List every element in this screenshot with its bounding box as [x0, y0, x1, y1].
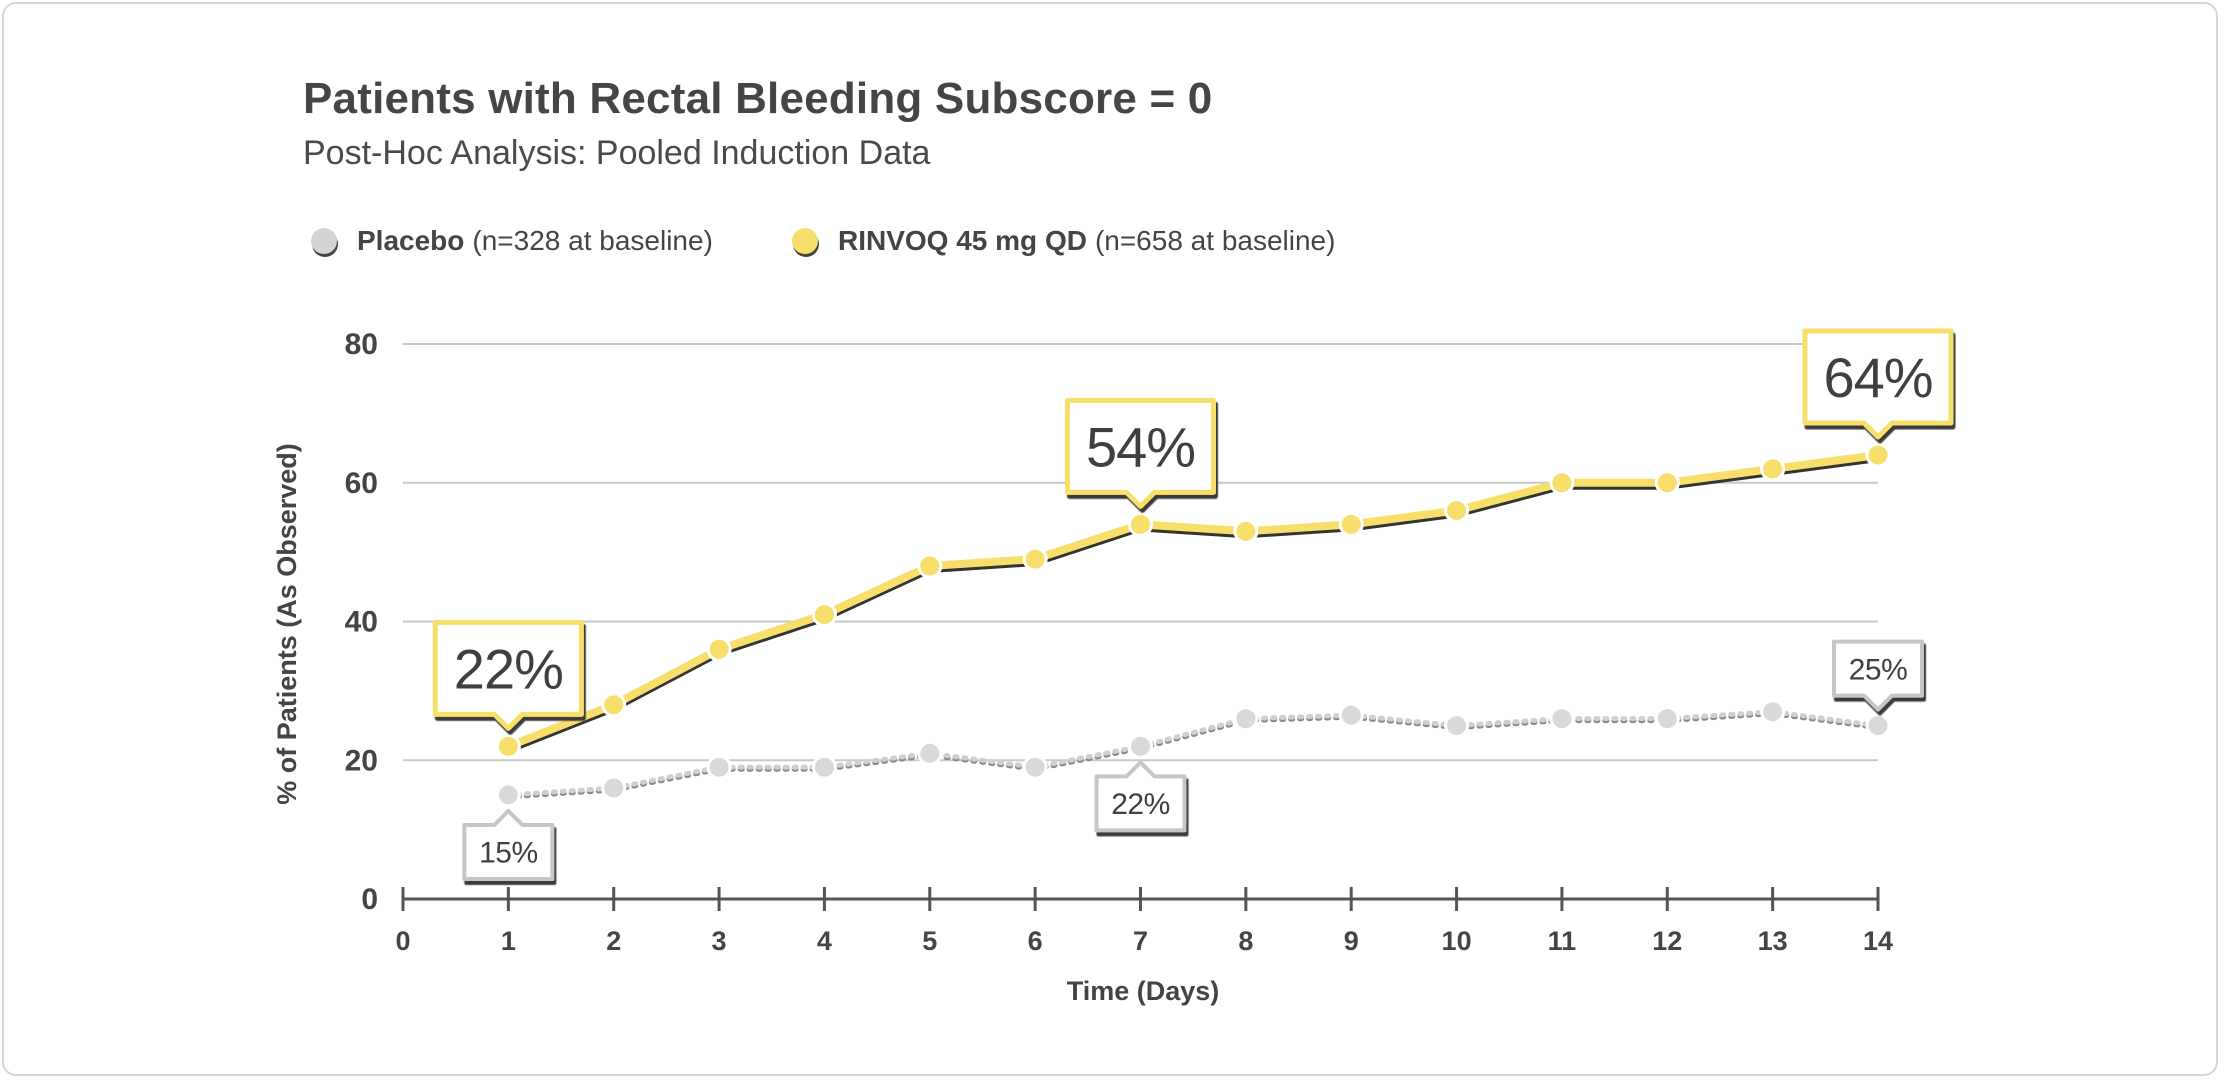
rinvoq-point [1444, 498, 1470, 523]
data-label: 25% [1849, 653, 1908, 686]
x-tick-label: 5 [922, 926, 937, 956]
x-tick-label: 6 [1028, 926, 1043, 956]
rinvoq-point [1654, 470, 1680, 496]
y-tick-label: 80 [345, 328, 378, 361]
x-tick-label: 11 [1548, 926, 1577, 956]
rinvoq-point [811, 602, 837, 628]
placebo-point [1128, 733, 1153, 759]
x-tick-label: 9 [1344, 926, 1359, 956]
placebo-line [505, 709, 1881, 798]
rinvoq-point [1760, 456, 1786, 482]
data-label: 22% [1111, 788, 1170, 821]
rinvoq-line-shadow [506, 454, 1879, 754]
data-callout-placebo-day-7: 22% [1094, 760, 1187, 833]
placebo-point [1444, 713, 1470, 739]
legend-item-rinvoq: RINVOQ 45 mg QD (n=658 at baseline) [792, 225, 1335, 257]
placebo-point [811, 754, 837, 780]
callout-box [1094, 760, 1187, 833]
callout-box [1065, 397, 1216, 509]
x-tick-label: 1 [501, 926, 516, 956]
y-axis-label: % of Patients (As Observed) [272, 443, 302, 805]
legend-label-placebo: Placebo [357, 225, 465, 256]
placebo-point [1865, 713, 1891, 739]
rinvoq-point [1338, 511, 1364, 537]
callout-box [1832, 639, 1924, 712]
data-callout-rinvoq-day-1: 22% [432, 619, 584, 731]
callout-box [1802, 328, 1954, 440]
placebo-point [1233, 706, 1259, 732]
placebo-point [917, 740, 943, 766]
callout-box [462, 808, 555, 881]
x-tick-label: 2 [606, 926, 621, 956]
x-tick-label: 7 [1133, 926, 1148, 956]
data-label: 15% [479, 837, 538, 870]
rinvoq-point [495, 733, 521, 759]
legend-detail-placebo: (n=328 at baseline) [472, 225, 713, 256]
data-label: 22% [454, 638, 563, 701]
data-callout-rinvoq-day-7: 54% [1065, 397, 1216, 509]
x-tick-label: 14 [1863, 926, 1893, 956]
rinvoq-point [917, 553, 943, 579]
y-tick-label: 40 [345, 606, 378, 639]
legend-marker-placebo [311, 228, 337, 254]
placebo-point [1654, 706, 1680, 732]
rinvoq-point [601, 692, 627, 718]
y-tick-label: 0 [361, 883, 378, 916]
y-tick-label: 20 [345, 744, 378, 777]
placebo-point [1760, 699, 1786, 725]
legend-marker-rinvoq [792, 228, 818, 254]
x-tick-label: 4 [817, 926, 832, 956]
data-label: 64% [1823, 346, 1932, 409]
x-axis-label: Time (Days) [1067, 976, 1220, 1006]
data-callout-placebo-day-1: 15% [462, 808, 555, 881]
data-callout-rinvoq-day-14: 64% [1802, 328, 1954, 440]
data-callout-placebo-day-14: 25% [1832, 639, 1924, 712]
legend-item-placebo: Placebo (n=328 at baseline) [311, 225, 713, 257]
x-tick-label: 10 [1442, 926, 1472, 956]
placebo-point [1549, 706, 1575, 732]
y-tick-label: 60 [345, 467, 378, 500]
x-tick-label: 12 [1652, 926, 1682, 956]
x-tick-label: 13 [1758, 926, 1788, 956]
rinvoq-line [506, 451, 1879, 751]
rinvoq-point [1233, 518, 1259, 544]
placebo-point [495, 782, 521, 808]
x-tick-label: 0 [395, 926, 410, 956]
legend-label-rinvoq: RINVOQ 45 mg QD [838, 225, 1087, 256]
callout-box [432, 619, 584, 731]
rinvoq-point [706, 636, 732, 662]
chart-subtitle: Post-Hoc Analysis: Pooled Induction Data [303, 134, 931, 172]
placebo-point [601, 775, 627, 801]
rinvoq-point [1128, 511, 1153, 537]
rinvoq-point [1022, 546, 1048, 572]
x-tick-label: 8 [1238, 926, 1253, 956]
data-label: 54% [1086, 416, 1195, 479]
placebo-point [1022, 754, 1048, 780]
chart-title: Patients with Rectal Bleeding Subscore =… [303, 74, 1213, 123]
placebo-point [1338, 702, 1364, 728]
placebo-point [706, 754, 732, 780]
rinvoq-point [1865, 442, 1891, 468]
rinvoq-point [1549, 470, 1575, 496]
x-tick-label: 3 [712, 926, 727, 956]
legend-detail-rinvoq: (n=658 at baseline) [1094, 225, 1336, 256]
